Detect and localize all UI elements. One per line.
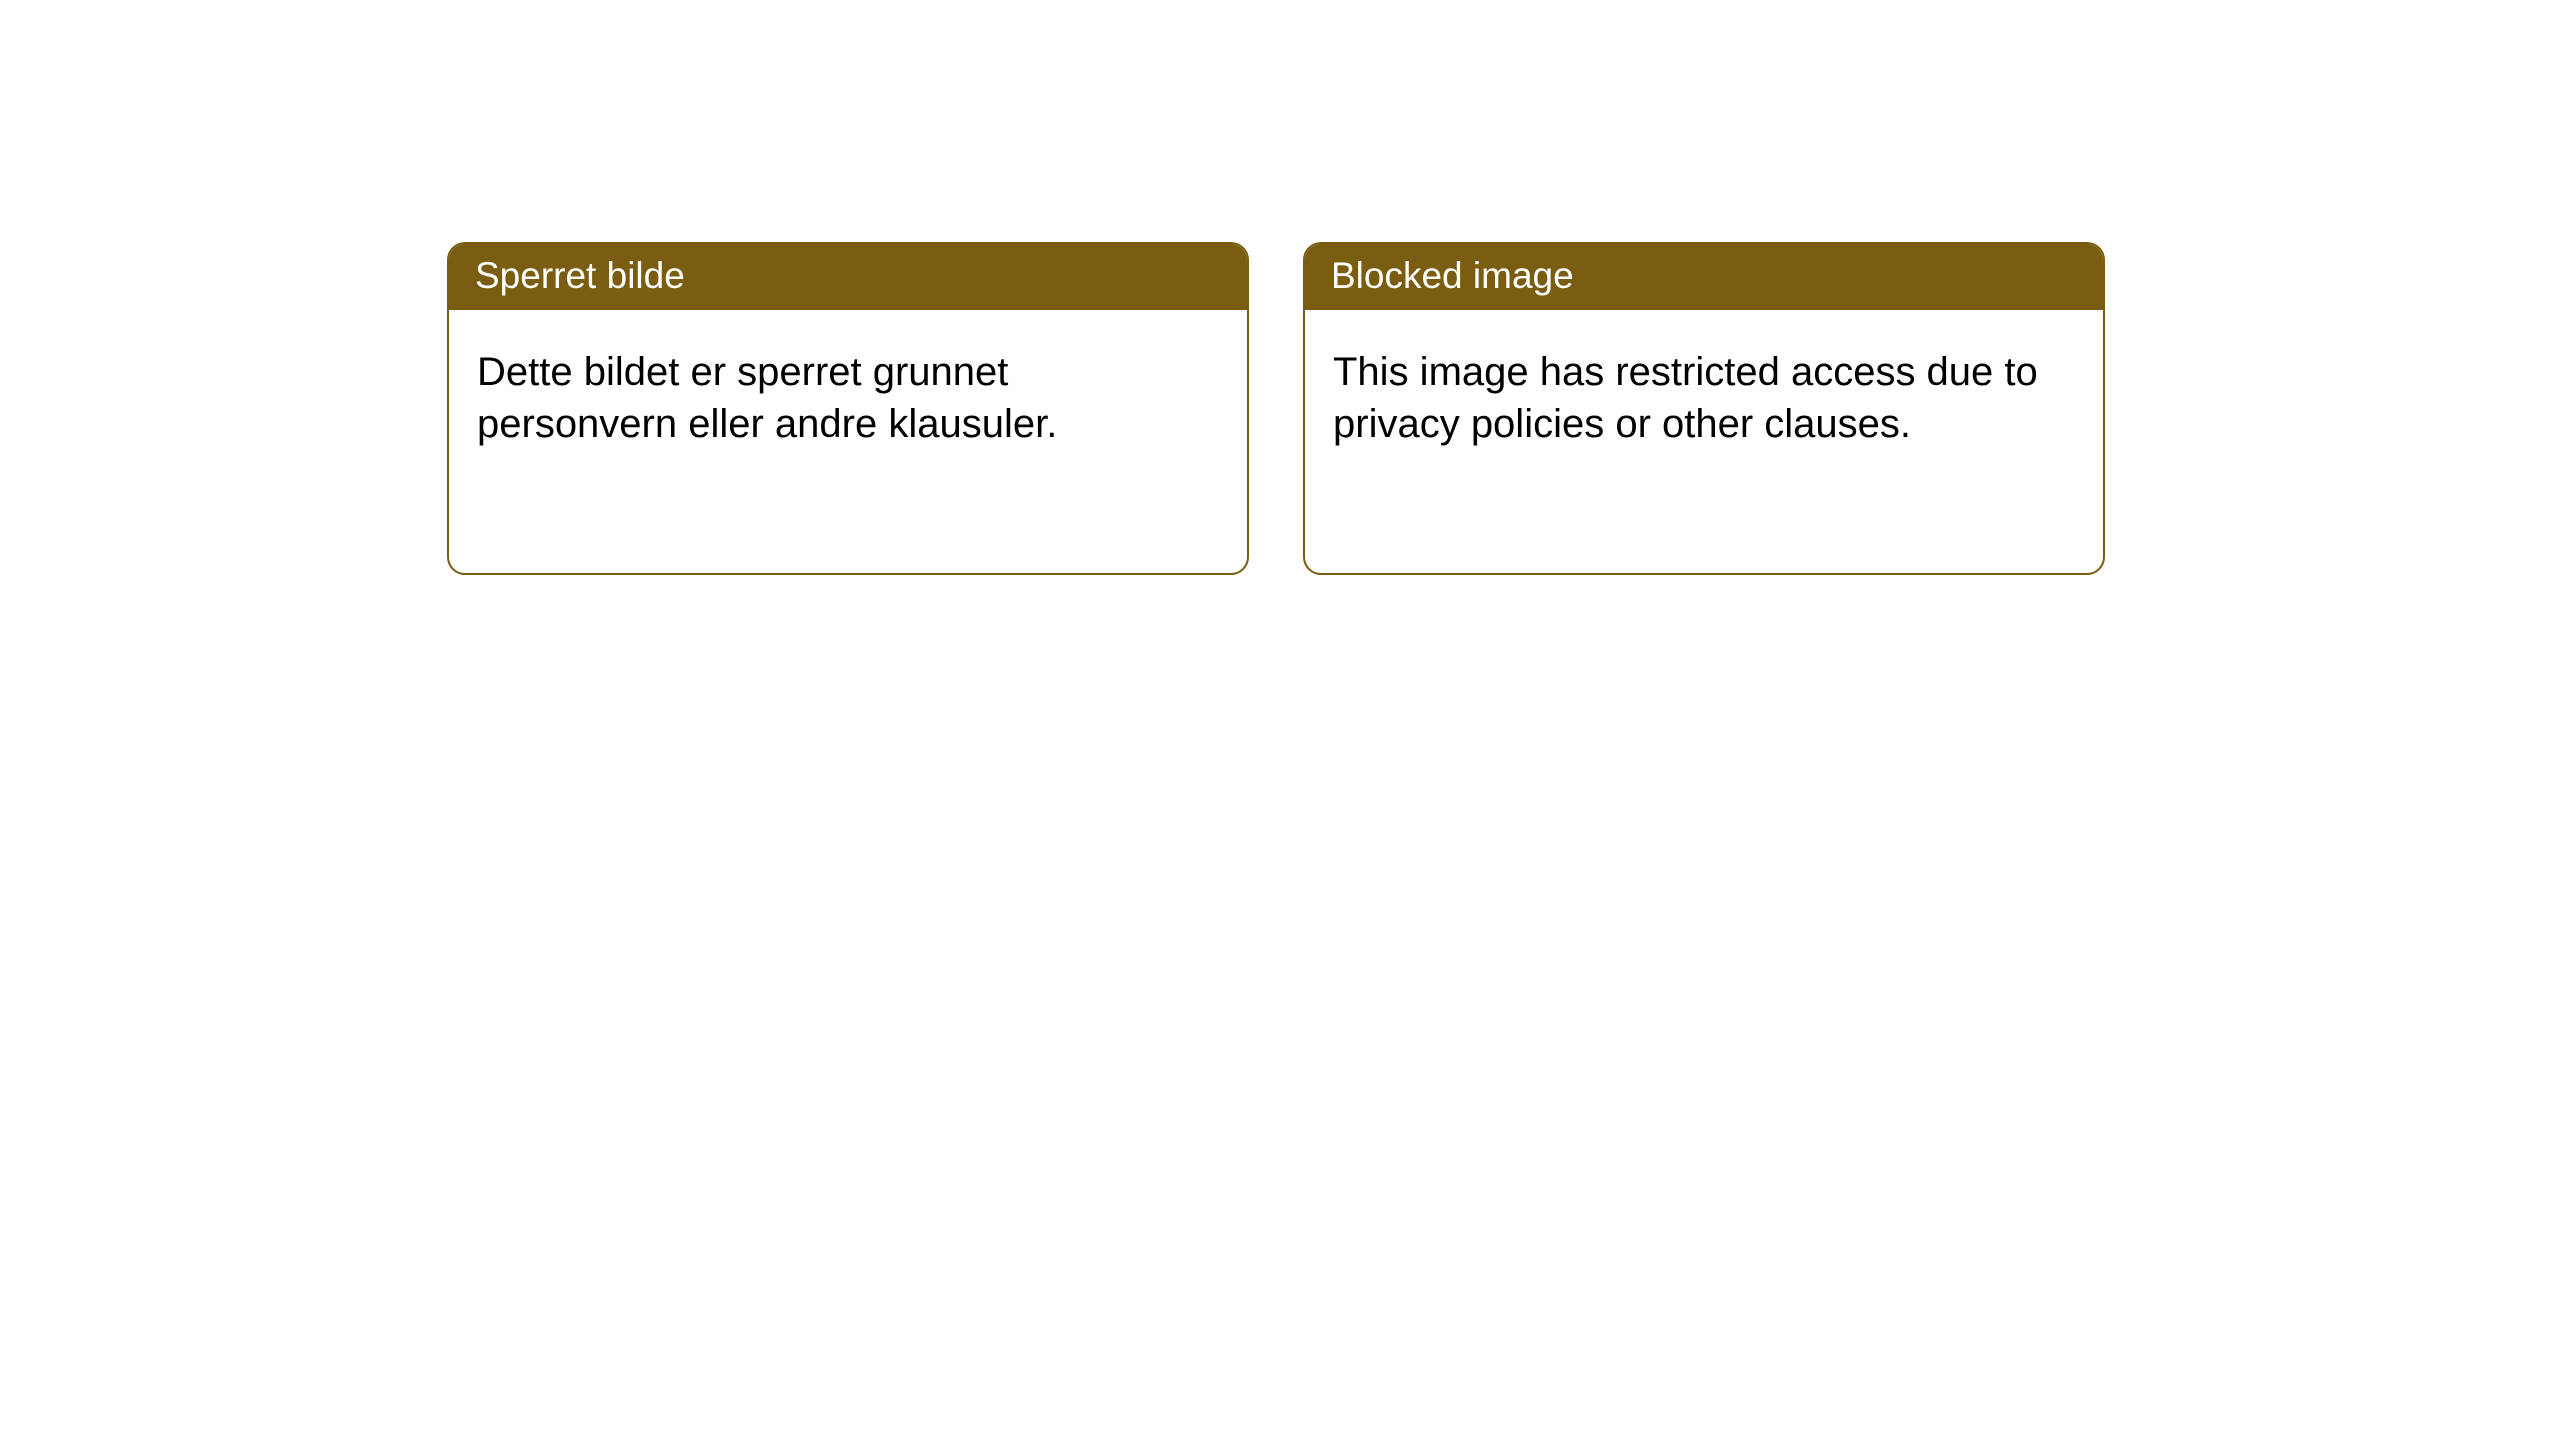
notice-body: This image has restricted access due to … bbox=[1305, 310, 2103, 486]
notice-body: Dette bildet er sperret grunnet personve… bbox=[449, 310, 1247, 486]
notice-header: Sperret bilde bbox=[449, 244, 1247, 310]
notice-header: Blocked image bbox=[1305, 244, 2103, 310]
notice-box-english: Blocked image This image has restricted … bbox=[1303, 242, 2105, 575]
notice-box-norwegian: Sperret bilde Dette bildet er sperret gr… bbox=[447, 242, 1249, 575]
notice-container: Sperret bilde Dette bildet er sperret gr… bbox=[0, 0, 2560, 575]
